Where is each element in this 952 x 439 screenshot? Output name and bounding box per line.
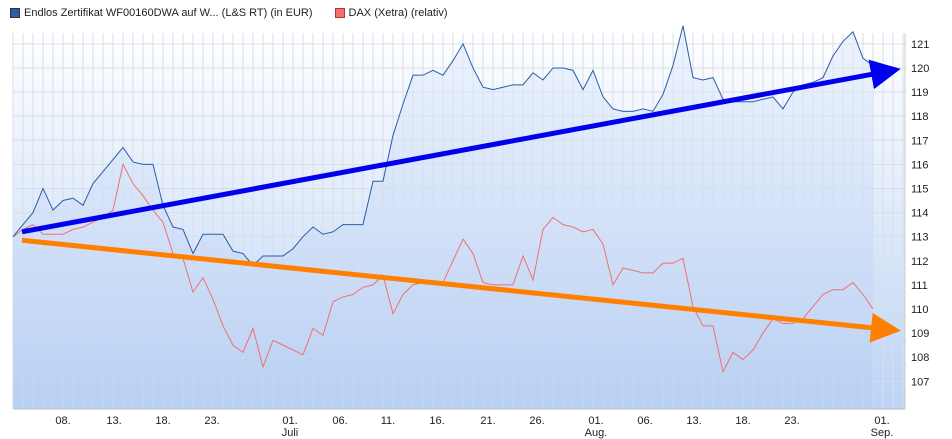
y-tick-label: 109 — [911, 328, 929, 340]
series-area-certificate — [13, 25, 873, 410]
y-tick-label: 118 — [911, 111, 929, 123]
y-tick-label: 107 — [911, 376, 929, 388]
uptrend-arrow — [21, 59, 901, 235]
legend-swatch-blue — [10, 8, 20, 18]
y-tick-label: 108 — [911, 352, 929, 364]
x-tick-month-label: Aug. — [585, 427, 608, 439]
legend: Endlos Zertifikat WF00160DWA auf W... (L… — [10, 7, 448, 19]
x-tick-label: 01. — [874, 415, 889, 427]
x-tick-label: 23. — [784, 415, 799, 427]
downtrend-arrow — [21, 237, 901, 343]
x-tick-label: 21. — [480, 415, 495, 427]
y-tick-label: 117 — [911, 135, 929, 147]
legend-item-certificate[interactable]: Endlos Zertifikat WF00160DWA auf W... (L… — [10, 7, 313, 19]
legend-label: Endlos Zertifikat WF00160DWA auf W... (L… — [24, 7, 313, 19]
legend-swatch-red — [334, 8, 345, 18]
y-tick-label: 111 — [911, 280, 928, 292]
legend-item-dax[interactable]: DAX (Xetra) (relativ) — [334, 7, 448, 19]
x-tick-label: 18. — [155, 415, 170, 427]
x-tick-label: 23. — [204, 415, 219, 427]
x-tick-label: 01. — [588, 415, 603, 427]
x-tick-label: 13. — [686, 415, 701, 427]
y-tick-label: 120 — [911, 63, 929, 75]
x-tick-label: 26. — [529, 415, 544, 427]
x-tick-month-label: Sep. — [871, 427, 894, 439]
x-tick-label: 16. — [429, 415, 444, 427]
y-tick-label: 112 — [911, 256, 929, 268]
x-tick-label: 18. — [735, 415, 750, 427]
x-tick-label: 13. — [106, 415, 121, 427]
legend-label: DAX (Xetra) (relativ) — [348, 7, 448, 19]
y-tick-label: 110 — [911, 304, 929, 316]
y-tick-label: 119 — [911, 87, 929, 99]
x-tick-label: 08. — [55, 415, 70, 427]
x-tick-label: 11. — [381, 415, 395, 427]
x-tick-label: 06. — [332, 415, 347, 427]
x-tick-month-label: Juli — [282, 427, 299, 439]
y-tick-label: 115 — [911, 183, 929, 195]
x-tick-label: 06. — [637, 415, 652, 427]
y-tick-label: 116 — [911, 159, 929, 171]
y-tick-label: 121 — [911, 39, 929, 51]
y-tick-label: 114 — [911, 208, 929, 220]
x-tick-label: 01. — [282, 415, 297, 427]
y-tick-label: 113 — [911, 232, 929, 244]
